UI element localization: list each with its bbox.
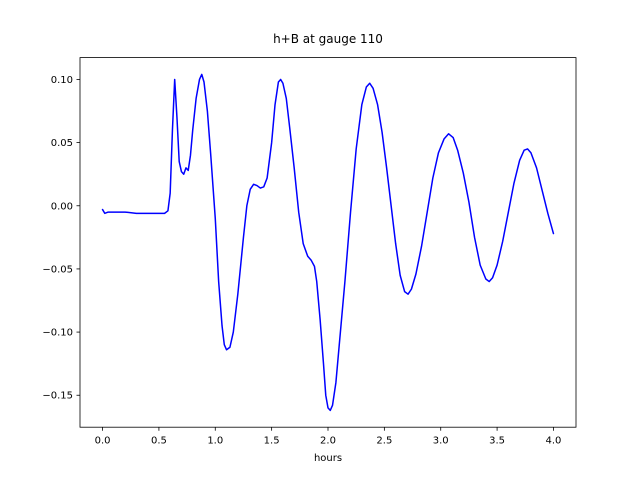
y-tick-label: 0.00 bbox=[51, 201, 73, 212]
y-tick-label: −0.10 bbox=[42, 328, 73, 339]
y-tick-label: −0.05 bbox=[42, 264, 73, 275]
x-tick-label: 3.5 bbox=[489, 436, 505, 447]
x-tick-label: 4.0 bbox=[546, 436, 562, 447]
x-tick-label: 1.5 bbox=[264, 436, 280, 447]
y-axis-ticks: −0.15 −0.10 −0.05 0.00 0.05 0.10 bbox=[42, 75, 80, 402]
series-line bbox=[101, 73, 555, 412]
x-tick-label: 2.5 bbox=[376, 436, 392, 447]
x-tick-label: 2.0 bbox=[320, 436, 336, 447]
x-tick-label: 3.0 bbox=[433, 436, 449, 447]
y-tick-label: −0.15 bbox=[42, 391, 73, 402]
y-tick-label: 0.05 bbox=[51, 138, 73, 149]
plot-frame bbox=[79, 57, 577, 428]
x-tick-label: 1.0 bbox=[207, 436, 223, 447]
x-tick-label: 0.5 bbox=[151, 436, 167, 447]
y-tick-label: 0.10 bbox=[51, 75, 73, 86]
chart-title: h+B at gauge 110 bbox=[273, 32, 383, 46]
x-axis-ticks: 0.0 0.5 1.0 1.5 2.0 2.5 3.0 3.5 4.0 bbox=[95, 427, 562, 447]
x-axis-label: hours bbox=[314, 453, 342, 464]
x-tick-label: 0.0 bbox=[95, 436, 111, 447]
